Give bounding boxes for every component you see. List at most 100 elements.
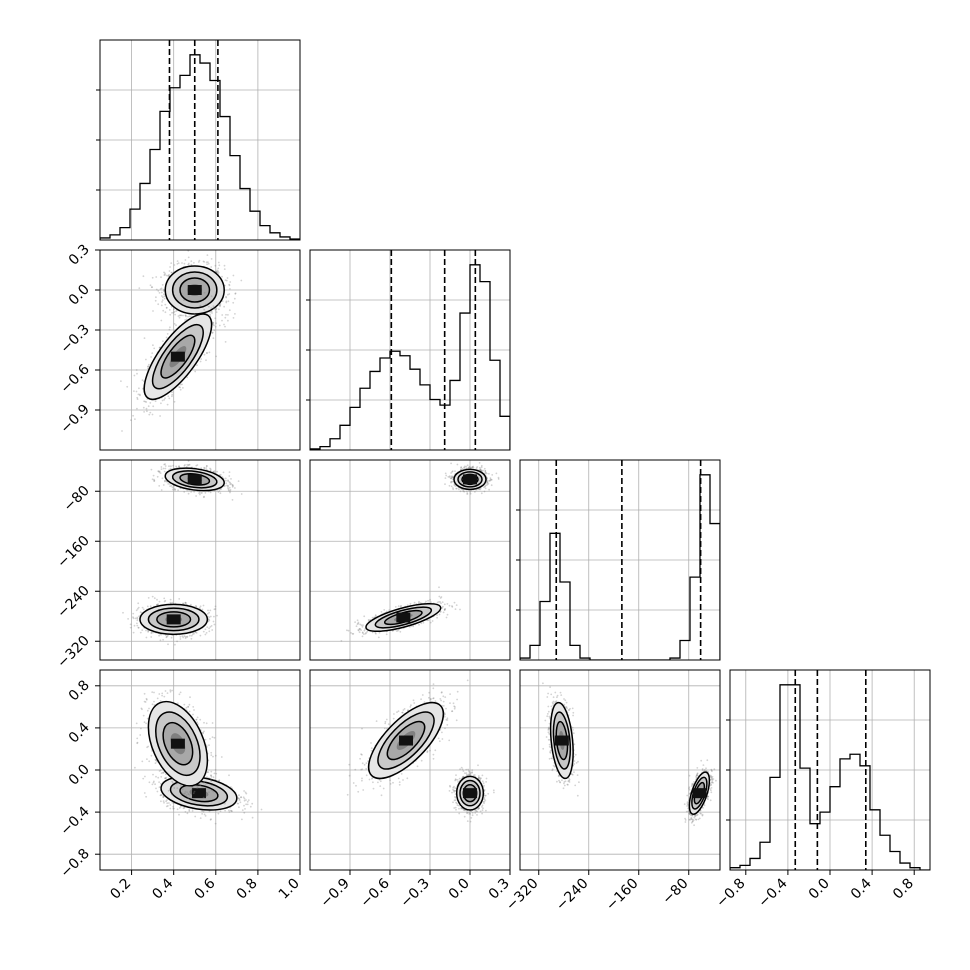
sample-point (160, 468, 163, 470)
sample-point (183, 299, 185, 302)
sample-point (165, 307, 168, 309)
sample-point (163, 480, 166, 482)
sample-point (147, 631, 150, 633)
sample-point (201, 492, 203, 494)
sample-point (160, 276, 162, 279)
sample-point (212, 323, 215, 326)
sample-point (152, 344, 154, 347)
sample-point (121, 430, 123, 432)
scatter-content-2-0 (122, 460, 259, 646)
sample-point (130, 419, 132, 421)
sample-point (181, 383, 183, 386)
sample-point (160, 319, 163, 322)
sample-point (171, 488, 174, 491)
sample-point (207, 262, 210, 265)
sample-point (141, 606, 144, 609)
sample-point (202, 260, 205, 263)
sample-point (210, 310, 213, 313)
sample-point (451, 475, 454, 478)
sample-point (195, 495, 198, 497)
sample-point (227, 489, 230, 492)
histogram-panel-1 (306, 249, 511, 451)
sample-point (228, 486, 231, 489)
sample-point (179, 388, 182, 391)
density-peak-0 (187, 474, 202, 485)
sample-point (187, 464, 190, 467)
sample-point (134, 617, 137, 620)
scatter-frame-2-0 (99, 459, 301, 661)
sample-point (171, 393, 174, 396)
sample-point (190, 491, 193, 493)
sample-point (163, 288, 165, 291)
sample-point (218, 324, 221, 327)
sample-point (212, 620, 215, 623)
sample-point (227, 488, 230, 491)
sample-point (168, 273, 170, 276)
sample-point (198, 490, 201, 493)
sample-point (138, 615, 141, 618)
sample-point (162, 638, 165, 641)
sample-point (210, 295, 213, 298)
sample-point (188, 463, 191, 466)
sample-point (196, 364, 198, 367)
sample-point (168, 309, 171, 311)
sample-point (166, 333, 169, 335)
scatter-content-2-1 (340, 462, 500, 642)
scatter-content-1-0 (120, 250, 243, 432)
sample-point (206, 311, 209, 314)
sample-point (159, 472, 162, 474)
sample-point (202, 630, 205, 633)
sample-point (240, 493, 243, 495)
sample-point (150, 636, 153, 638)
sample-point (211, 629, 214, 631)
sample-point (132, 414, 135, 417)
sample-point (187, 492, 190, 495)
sample-point (214, 608, 217, 610)
sample-point (136, 616, 139, 619)
sample-point (171, 601, 174, 604)
sample-point (178, 386, 181, 388)
sample-point (227, 487, 230, 490)
sample-point (143, 411, 146, 413)
sample-point (231, 484, 234, 486)
sample-point (171, 312, 173, 314)
sample-point (445, 474, 448, 477)
sample-point (176, 640, 179, 643)
sample-point (136, 624, 139, 627)
sample-point (229, 489, 232, 491)
sample-point (184, 314, 187, 317)
sample-point (161, 295, 163, 297)
sample-point (173, 323, 176, 325)
sample-point (184, 319, 187, 321)
sample-point (225, 300, 228, 303)
sample-point (158, 634, 161, 637)
sample-point (150, 286, 153, 289)
sample-point (170, 636, 173, 639)
sample-point (211, 331, 214, 334)
sample-point (142, 387, 144, 390)
sample-point (173, 308, 175, 311)
sample-point (168, 468, 171, 471)
sample-point (165, 636, 168, 639)
sample-point (160, 466, 163, 468)
sample-point (136, 398, 139, 400)
sample-point (184, 635, 187, 638)
sample-point (203, 353, 206, 356)
sample-point (167, 643, 169, 646)
sample-point (173, 400, 176, 403)
sample-point (215, 322, 217, 325)
sample-point (490, 478, 493, 481)
sample-point (450, 477, 453, 479)
sample-point (163, 470, 166, 473)
sample-point (169, 326, 171, 329)
sample-point (184, 637, 187, 640)
sample-point (451, 480, 453, 483)
sample-point (212, 306, 215, 309)
sample-point (229, 288, 231, 290)
sample-point (178, 465, 180, 467)
sample-point (208, 619, 211, 622)
histogram-frame-2 (519, 459, 721, 661)
sample-point (218, 308, 220, 311)
sample-point (209, 468, 212, 471)
sample-point (160, 489, 163, 491)
